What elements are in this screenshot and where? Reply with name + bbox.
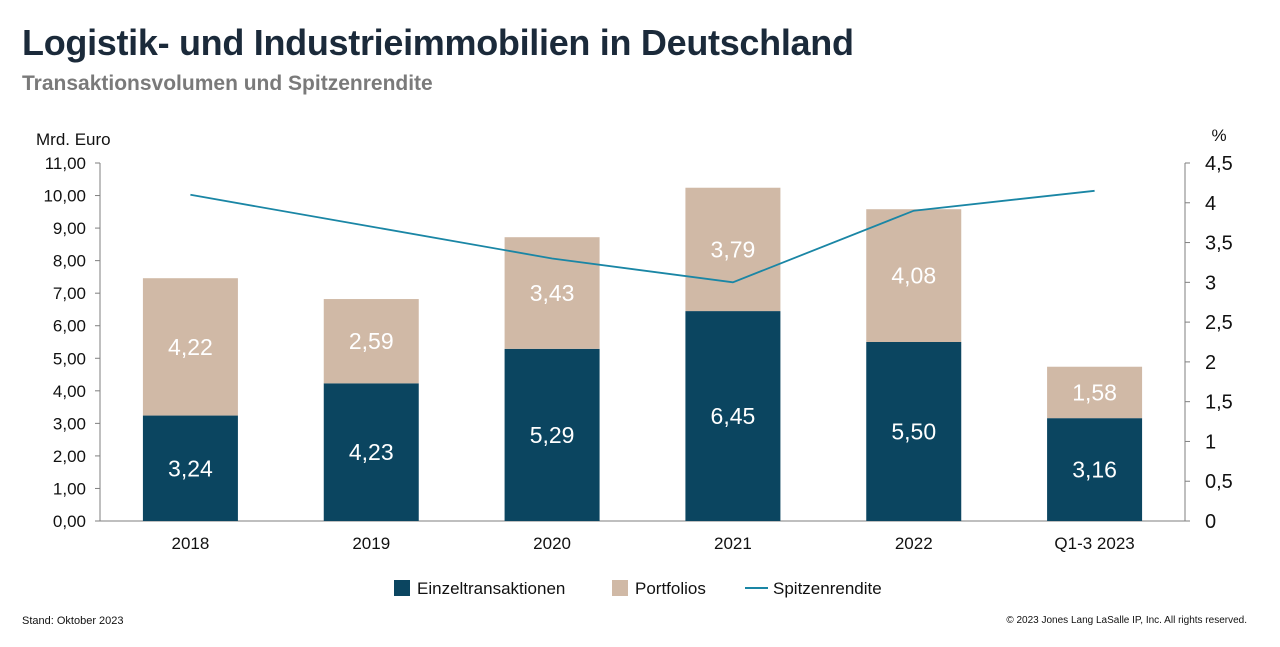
bar-einzeltransaktionen: [142, 415, 238, 521]
y2-tick-label: 0,5: [1205, 471, 1233, 493]
y-tick-label: 0,00: [53, 512, 86, 531]
copyright-note: © 2023 Jones Lang LaSalle IP, Inc. All r…: [1006, 615, 1247, 626]
x-tick-label: 2018: [172, 534, 210, 553]
data-label-portfolios: 4,08: [891, 263, 936, 289]
legend-label-spitzenrendite: Spitzenrendite: [773, 579, 882, 598]
legend-label-portfolios: Portfolios: [635, 579, 706, 598]
y-tick-label: 7,00: [53, 284, 86, 303]
data-label-portfolios: 3,79: [711, 236, 756, 262]
bar-portfolios: [1047, 366, 1143, 419]
data-label-einzeltransaktionen: 3,16: [1072, 457, 1117, 483]
y-tick-label: 2,00: [53, 447, 86, 466]
y-tick-label: 5,00: [53, 349, 86, 368]
bar-einzeltransaktionen: [504, 348, 600, 521]
y2-tick-label: 4,5: [1205, 153, 1233, 175]
source-note: Stand: Oktober 2023: [22, 615, 124, 627]
y2-tick-label: 0: [1205, 511, 1216, 533]
x-tick-label: 2019: [352, 534, 390, 553]
y2-tick-label: 2: [1205, 352, 1216, 374]
y2-axis-title: %: [1211, 126, 1226, 145]
bar-portfolios: [685, 187, 781, 312]
y-tick-label: 3,00: [53, 414, 86, 433]
chart-title: Logistik- und Industrieimmobilien in Deu…: [22, 22, 854, 63]
y-tick-label: 1,00: [53, 479, 86, 498]
data-label-portfolios: 4,22: [168, 334, 213, 360]
data-label-portfolios: 2,59: [349, 328, 394, 354]
bar-portfolios: [504, 237, 600, 349]
line-spitzenrendite: [190, 189, 1095, 284]
bar-einzeltransaktionen: [866, 342, 962, 521]
data-label-einzeltransaktionen: 5,29: [530, 422, 575, 448]
bar-einzeltransaktionen: [685, 311, 781, 521]
y-tick-label: 11,00: [45, 154, 86, 173]
data-label-einzeltransaktionen: 5,50: [891, 419, 936, 445]
legend-swatch-portfolios: [612, 580, 628, 596]
y2-tick-label: 3: [1205, 272, 1216, 294]
y2-tick-label: 1: [1205, 431, 1216, 453]
data-label-einzeltransaktionen: 6,45: [711, 403, 756, 429]
data-label-portfolios: 1,58: [1072, 379, 1117, 405]
x-tick-label: 2021: [714, 534, 752, 553]
bar-portfolios: [323, 299, 419, 384]
y2-tick-label: 2,5: [1205, 312, 1233, 334]
y-axis-title: Mrd. Euro: [36, 130, 111, 149]
x-tick-label: Q1-3 2023: [1054, 534, 1134, 553]
bar-portfolios: [142, 278, 238, 416]
y2-tick-label: 3,5: [1205, 233, 1233, 255]
data-label-einzeltransaktionen: 3,24: [168, 455, 213, 481]
bar-einzeltransaktionen: [323, 383, 419, 521]
y-tick-label: 8,00: [53, 252, 86, 271]
y-tick-label: 10,00: [43, 187, 86, 206]
y-tick-label: 6,00: [53, 317, 86, 336]
data-label-einzeltransaktionen: 4,23: [349, 439, 394, 465]
y-tick-label: 9,00: [53, 219, 86, 238]
legend-swatch-einzeltransaktionen: [394, 580, 410, 596]
legend-label-einzeltransaktionen: Einzeltransaktionen: [417, 579, 565, 598]
bar-einzeltransaktionen: [1047, 418, 1143, 521]
y2-tick-label: 1,5: [1205, 392, 1233, 414]
chart-subtitle: Transaktionsvolumen und Spitzenrendite: [22, 72, 433, 95]
y-tick-label: 4,00: [53, 382, 86, 401]
y2-tick-label: 4: [1205, 193, 1216, 215]
data-label-portfolios: 3,43: [530, 280, 575, 306]
x-tick-label: 2020: [533, 534, 571, 553]
x-tick-label: 2022: [895, 534, 933, 553]
bar-portfolios: [866, 209, 962, 342]
